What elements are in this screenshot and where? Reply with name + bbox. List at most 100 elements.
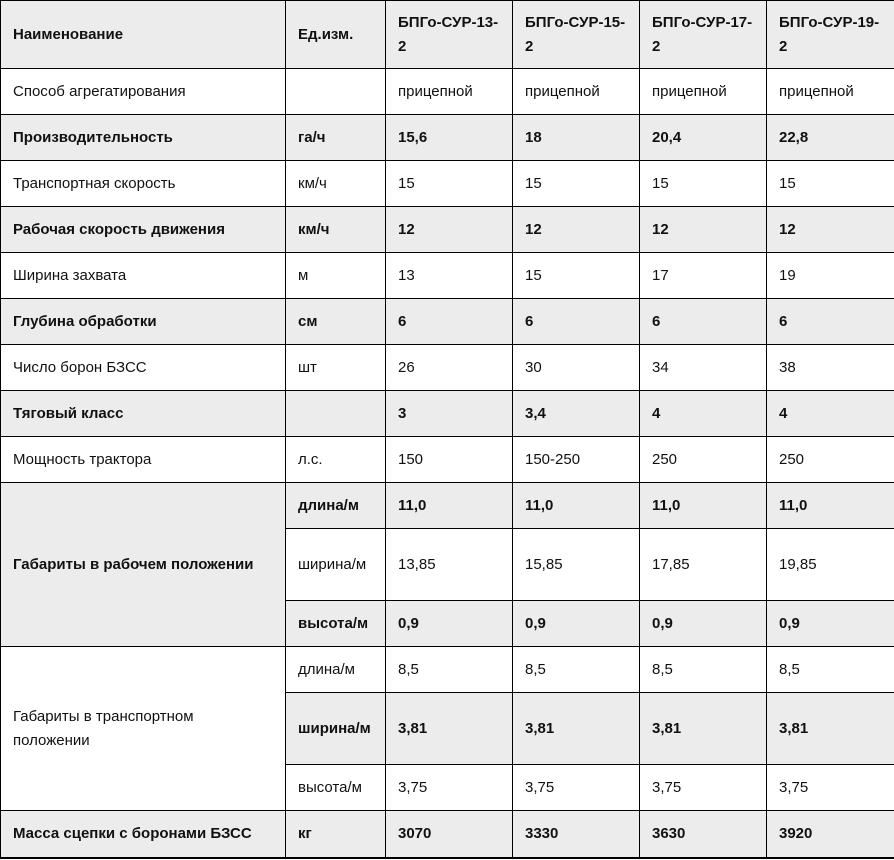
spec-row: Ширина захвата м 13 15 17 19 xyxy=(0,252,894,299)
spec-value: прицепной xyxy=(385,68,513,115)
spec-value: прицепной xyxy=(639,68,767,115)
spec-name: Число борон БЗСС xyxy=(0,344,286,391)
spec-unit xyxy=(285,390,386,437)
spec-name: Рабочая скорость движения xyxy=(0,206,286,253)
spec-row: Транспортная скорость км/ч 15 15 15 15 xyxy=(0,160,894,207)
spec-row: Глубина обработки см 6 6 6 6 xyxy=(0,298,894,345)
spec-value: 11,0 xyxy=(385,482,513,529)
spec-value: 12 xyxy=(385,206,513,253)
spec-row: Рабочая скорость движения км/ч 12 12 12 … xyxy=(0,206,894,253)
spec-value: 30 xyxy=(512,344,640,391)
spec-value: 15,85 xyxy=(512,528,640,601)
spec-value: 17 xyxy=(639,252,767,299)
dimension-row: высота/м 3,75 3,75 3,75 3,75 xyxy=(1,764,894,811)
spec-row: Мощность трактора л.с. 150 150-250 250 2… xyxy=(0,436,894,483)
header-row: Наименование Ед.изм. БПГо-СУР-13-2 БПГо-… xyxy=(0,0,894,69)
spec-value: 3,4 xyxy=(512,390,640,437)
spec-value: 250 xyxy=(766,436,894,483)
spec-value: 3 xyxy=(385,390,513,437)
spec-value: 12 xyxy=(639,206,767,253)
spec-unit: га/ч xyxy=(285,114,386,161)
spec-unit: см xyxy=(285,298,386,345)
spec-value: 17,85 xyxy=(639,528,767,601)
spec-value: 15,6 xyxy=(385,114,513,161)
spec-name: Ширина захвата xyxy=(0,252,286,299)
spec-value: 20,4 xyxy=(639,114,767,161)
spec-value: 19,85 xyxy=(766,528,894,601)
header-model-col: БПГо-СУР-17-2 xyxy=(639,0,767,69)
spec-value: 0,9 xyxy=(385,600,513,647)
spec-unit: км/ч xyxy=(285,206,386,253)
spec-value: 11,0 xyxy=(639,482,767,529)
spec-value: 12 xyxy=(512,206,640,253)
spec-value: 150-250 xyxy=(512,436,640,483)
dimension-row: Габариты в транспортном положении длина/… xyxy=(0,646,894,811)
spec-value: 15 xyxy=(512,160,640,207)
spec-value: 8,5 xyxy=(766,646,894,693)
spec-value: прицепной xyxy=(512,68,640,115)
spec-value: 3330 xyxy=(512,810,640,858)
spec-value: 3,81 xyxy=(512,692,640,765)
spec-value: 0,9 xyxy=(639,600,767,647)
dimension-row: ширина/м 13,85 15,85 17,85 19,85 xyxy=(1,528,894,601)
spec-value: 0,9 xyxy=(512,600,640,647)
spec-name: Способ агрегатирования xyxy=(0,68,286,115)
spec-name: Транспортная скорость xyxy=(0,160,286,207)
spec-name: Мощность трактора xyxy=(0,436,286,483)
spec-value: 13 xyxy=(385,252,513,299)
group-label-working-dimensions: Габариты в рабочем положении xyxy=(0,482,286,647)
spec-value: 38 xyxy=(766,344,894,391)
dimension-row: ширина/м 3,81 3,81 3,81 3,81 xyxy=(1,692,894,765)
spec-unit: м xyxy=(285,252,386,299)
header-name-col: Наименование xyxy=(0,0,286,69)
spec-value: 11,0 xyxy=(512,482,640,529)
spec-value: 12 xyxy=(766,206,894,253)
spec-value: 3,75 xyxy=(766,764,894,811)
spec-value: 4 xyxy=(639,390,767,437)
spec-name: Производительность xyxy=(0,114,286,161)
spec-value: 3,75 xyxy=(639,764,767,811)
spec-value: 15 xyxy=(766,160,894,207)
spec-value: 11,0 xyxy=(766,482,894,529)
spec-value: прицепной xyxy=(766,68,894,115)
spec-value: 8,5 xyxy=(639,646,767,693)
spec-value: 3,81 xyxy=(385,692,513,765)
spec-value: 3,81 xyxy=(766,692,894,765)
spec-value: 6 xyxy=(766,298,894,345)
header-model-col: БПГо-СУР-19-2 xyxy=(766,0,894,69)
spec-value: 19 xyxy=(766,252,894,299)
spec-value: 22,8 xyxy=(766,114,894,161)
spec-value: 3070 xyxy=(385,810,513,858)
spec-row: Производительность га/ч 15,6 18 20,4 22,… xyxy=(0,114,894,161)
spec-value: 4 xyxy=(766,390,894,437)
spec-value: 6 xyxy=(639,298,767,345)
spec-unit: л.с. xyxy=(285,436,386,483)
spec-unit: кг xyxy=(285,810,386,858)
dimension-unit: высота/м xyxy=(285,600,386,647)
spec-row: Тяговый класс 3 3,4 4 4 xyxy=(0,390,894,437)
dimension-row: Габариты в рабочем положении длина/м 11,… xyxy=(0,482,894,647)
header-model-col: БПГо-СУР-15-2 xyxy=(512,0,640,69)
spec-name: Тяговый класс xyxy=(0,390,286,437)
spec-value: 0,9 xyxy=(766,600,894,647)
spec-name: Глубина обработки xyxy=(0,298,286,345)
spec-value: 250 xyxy=(639,436,767,483)
spec-value: 15 xyxy=(639,160,767,207)
group-label-transport-dimensions: Габариты в транспортном положении xyxy=(0,646,286,811)
dimension-unit: высота/м xyxy=(285,764,386,811)
spec-value: 15 xyxy=(512,252,640,299)
dimension-unit: ширина/м xyxy=(285,528,386,601)
spec-value: 34 xyxy=(639,344,767,391)
spec-value: 13,85 xyxy=(385,528,513,601)
spec-row: Масса сцепки с боронами БЗСС кг 3070 333… xyxy=(0,810,894,858)
spec-row: Способ агрегатирования прицепной прицепн… xyxy=(0,68,894,115)
header-model-col: БПГо-СУР-13-2 xyxy=(385,0,513,69)
dimension-row: высота/м 0,9 0,9 0,9 0,9 xyxy=(1,600,894,647)
spec-value: 15 xyxy=(385,160,513,207)
dimension-unit: ширина/м xyxy=(285,692,386,765)
spec-unit: км/ч xyxy=(285,160,386,207)
spec-value: 6 xyxy=(385,298,513,345)
spec-value: 3630 xyxy=(639,810,767,858)
dimension-unit: длина/м xyxy=(285,482,386,529)
